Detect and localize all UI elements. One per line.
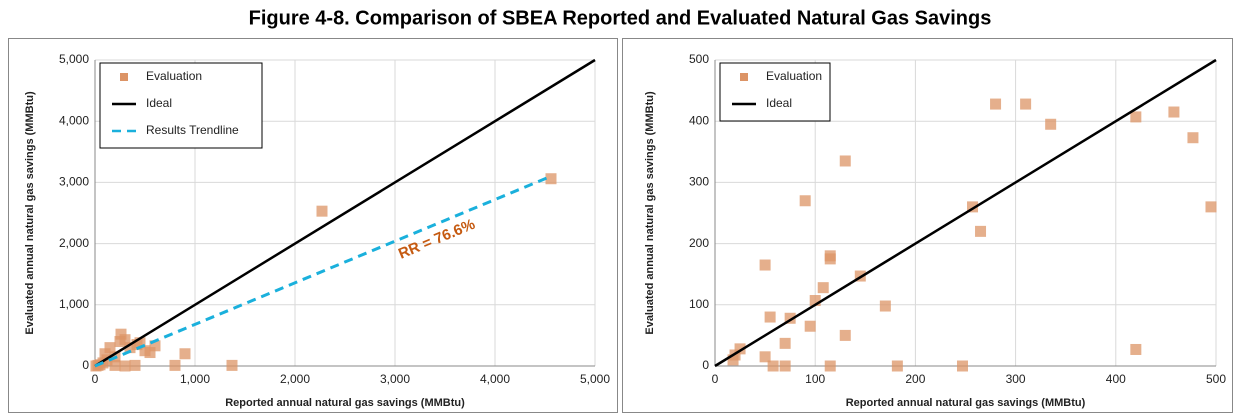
point xyxy=(1168,106,1180,118)
point xyxy=(967,201,979,213)
x-axis-label: Reported annual natural gas savings (MMB… xyxy=(225,397,465,409)
x-tick-label: 1,000 xyxy=(180,372,210,386)
y-tick-label: 500 xyxy=(689,52,709,66)
y-tick-label: 200 xyxy=(689,236,709,250)
y-tick-label: 0 xyxy=(702,358,709,372)
y-tick-label: 3,000 xyxy=(59,175,89,189)
x-tick-label: 300 xyxy=(1006,372,1026,386)
point xyxy=(99,348,111,360)
point xyxy=(169,359,181,371)
point xyxy=(879,300,891,312)
point xyxy=(804,320,816,332)
plot-area xyxy=(714,58,1217,372)
point xyxy=(839,155,851,167)
panel-frame xyxy=(622,38,1233,413)
trendline xyxy=(94,174,552,368)
point xyxy=(767,360,779,372)
y-tick-label: 400 xyxy=(689,113,709,127)
x-tick-label: 4,000 xyxy=(480,372,510,386)
y-axis-label: Evaluated annual natural gas savings (MM… xyxy=(24,91,36,335)
annotation: RR = 76.6% xyxy=(396,216,478,263)
point xyxy=(956,360,968,372)
point xyxy=(839,329,851,341)
point xyxy=(119,360,131,372)
panel-frame xyxy=(8,38,618,413)
x-tick-label: 500 xyxy=(1206,372,1226,386)
point xyxy=(824,253,836,265)
y-tick-label: 1,000 xyxy=(59,297,89,311)
point xyxy=(759,259,771,271)
ideal-line xyxy=(94,58,596,368)
legend-label: Results Trendline xyxy=(146,123,239,137)
y-tick-label: 300 xyxy=(689,175,709,189)
point xyxy=(1205,201,1217,213)
legend-label: Evaluation xyxy=(766,69,822,83)
x-tick-label: 100 xyxy=(805,372,825,386)
point xyxy=(799,195,811,207)
y-tick-label: 2,000 xyxy=(59,236,89,250)
x-tick-label: 200 xyxy=(905,372,925,386)
point xyxy=(779,337,791,349)
legend-swatch xyxy=(740,73,748,81)
plot-area xyxy=(90,58,596,372)
point xyxy=(891,360,903,372)
point xyxy=(115,328,127,340)
legend-swatch xyxy=(120,73,128,81)
point xyxy=(759,351,771,363)
point xyxy=(1187,132,1199,144)
legend-label: Ideal xyxy=(146,96,172,110)
point xyxy=(734,343,746,355)
y-tick-label: 100 xyxy=(689,297,709,311)
ideal-line xyxy=(714,58,1217,368)
point xyxy=(114,336,126,348)
legend-label: Evaluation xyxy=(146,69,202,83)
point xyxy=(1020,98,1032,110)
point xyxy=(764,311,776,323)
x-tick-label: 5,000 xyxy=(580,372,610,386)
y-tick-label: 0 xyxy=(82,358,89,372)
point xyxy=(990,98,1002,110)
point xyxy=(779,360,791,372)
x-tick-label: 2,000 xyxy=(280,372,310,386)
point xyxy=(784,312,796,324)
point xyxy=(1130,111,1142,123)
point xyxy=(824,360,836,372)
point xyxy=(109,359,121,371)
y-axis-label: Evaluated annual natural gas savings (MM… xyxy=(644,91,656,335)
point xyxy=(139,345,151,357)
point xyxy=(545,173,557,185)
legend-label: Ideal xyxy=(766,96,792,110)
point xyxy=(1045,118,1057,130)
y-tick-label: 5,000 xyxy=(59,52,89,66)
x-tick-label: 0 xyxy=(92,372,99,386)
point xyxy=(124,342,136,354)
legend-box xyxy=(719,62,831,122)
y-tick-label: 4,000 xyxy=(59,113,89,127)
point xyxy=(1130,343,1142,355)
point xyxy=(226,359,238,371)
x-tick-label: 0 xyxy=(712,372,719,386)
x-axis-label: Reported annual natural gas savings (MMB… xyxy=(846,397,1086,409)
point xyxy=(149,340,161,352)
point xyxy=(975,225,987,237)
point xyxy=(316,205,328,217)
point xyxy=(179,348,191,360)
point xyxy=(131,339,143,351)
x-tick-label: 400 xyxy=(1106,372,1126,386)
point xyxy=(129,359,141,371)
point xyxy=(817,282,829,294)
point xyxy=(809,295,821,307)
x-tick-label: 3,000 xyxy=(380,372,410,386)
point xyxy=(104,342,116,354)
figure-title: Figure 4-8. Comparison of SBEA Reported … xyxy=(249,7,992,29)
